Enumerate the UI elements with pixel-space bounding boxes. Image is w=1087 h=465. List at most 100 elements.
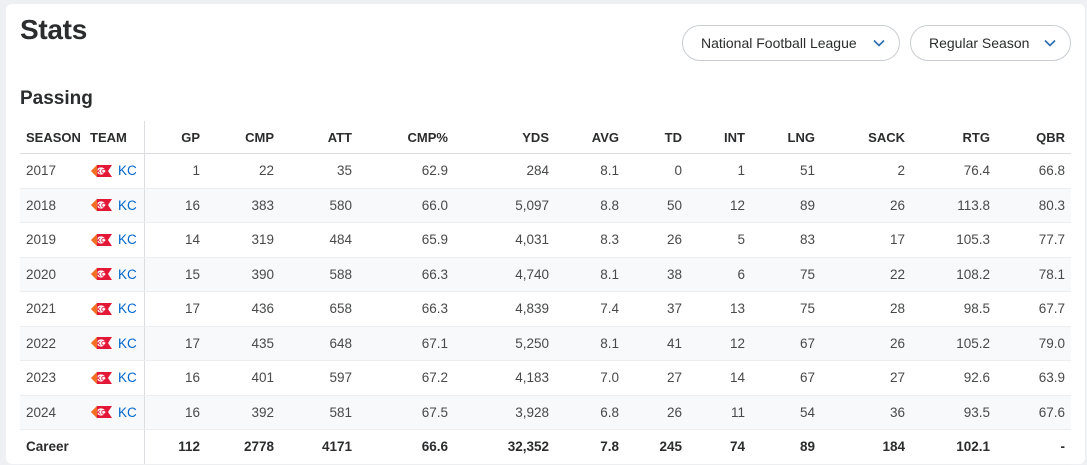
cell-career-rtg: 102.1 xyxy=(911,429,996,465)
col-header-gp[interactable]: GP xyxy=(144,121,206,154)
cell-sack: 28 xyxy=(821,291,911,327)
table-row: 2023 KC KC 16 401 597 67.2 4,183 7.0 27 14 67 27 92.6… xyxy=(20,360,1071,396)
cell-cmp-pct: 65.9 xyxy=(358,222,454,258)
cell-team: KC KC xyxy=(84,291,145,327)
svg-text:KC: KC xyxy=(96,203,106,210)
col-header-cmp-pct[interactable]: CMP% xyxy=(358,121,454,154)
cell-att: 658 xyxy=(280,291,358,327)
cell-sack: 17 xyxy=(821,222,911,258)
team-link[interactable]: KC xyxy=(118,335,137,351)
season-type-dropdown[interactable]: Regular Season xyxy=(910,25,1071,61)
cell-lng: 89 xyxy=(751,188,821,223)
team-link[interactable]: KC xyxy=(118,301,137,317)
chiefs-arrowhead-logo-icon: KC xyxy=(91,337,112,350)
cell-team: KC KC xyxy=(84,360,145,396)
col-header-yds[interactable]: YDS xyxy=(454,121,555,154)
passing-stats-table: SEASON TEAM GP CMP ATT CMP% YDS AVG TD I… xyxy=(20,121,1071,465)
cell-qbr: 63.9 xyxy=(996,360,1071,396)
cell-gp: 17 xyxy=(144,291,206,327)
cell-int: 14 xyxy=(688,360,751,396)
cell-season: 2024 xyxy=(20,395,84,430)
cell-career-qbr: - xyxy=(996,429,1071,465)
col-header-cmp[interactable]: CMP xyxy=(206,121,280,154)
cell-td: 27 xyxy=(625,360,688,396)
cell-cmp: 401 xyxy=(206,360,280,396)
chiefs-arrowhead-logo-icon: KC xyxy=(91,371,112,384)
cell-int: 13 xyxy=(688,291,751,327)
cell-cmp-pct: 66.0 xyxy=(358,188,454,223)
cell-qbr: 80.3 xyxy=(996,188,1071,223)
cell-team: KC KC xyxy=(84,222,145,258)
svg-text:KC: KC xyxy=(96,237,106,244)
svg-text:KC: KC xyxy=(96,168,106,175)
cell-avg: 7.0 xyxy=(555,360,625,396)
col-header-lng[interactable]: LNG xyxy=(751,121,821,154)
cell-qbr: 77.7 xyxy=(996,222,1071,258)
cell-cmp: 390 xyxy=(206,257,280,292)
cell-yds: 4,740 xyxy=(454,257,555,292)
table-row: 2018 KC KC 16 383 580 66.0 5,097 8.8 50 12 89 26 113.… xyxy=(20,188,1071,223)
team-link[interactable]: KC xyxy=(118,266,137,282)
cell-season: 2017 xyxy=(20,153,84,189)
cell-yds: 5,250 xyxy=(454,326,555,361)
cell-rtg: 105.2 xyxy=(911,326,996,361)
cell-att: 581 xyxy=(280,395,358,430)
cell-career-lng: 89 xyxy=(751,429,821,465)
cell-cmp: 435 xyxy=(206,326,280,361)
cell-yds: 3,928 xyxy=(454,395,555,430)
chiefs-arrowhead-logo-icon: KC xyxy=(91,406,112,419)
cell-avg: 8.8 xyxy=(555,188,625,223)
cell-career-cmp-pct: 66.6 xyxy=(358,429,454,465)
cell-avg: 8.1 xyxy=(555,257,625,292)
col-header-qbr[interactable]: QBR xyxy=(996,121,1071,154)
cell-avg: 8.1 xyxy=(555,153,625,189)
cell-season: 2019 xyxy=(20,222,84,258)
team-link[interactable]: KC xyxy=(118,370,137,386)
svg-text:KC: KC xyxy=(96,341,106,348)
cell-yds: 4,031 xyxy=(454,222,555,258)
cell-gp: 15 xyxy=(144,257,206,292)
cell-att: 484 xyxy=(280,222,358,258)
chiefs-arrowhead-logo-icon: KC xyxy=(91,302,112,315)
cell-career-att: 4171 xyxy=(280,429,358,465)
cell-cmp: 383 xyxy=(206,188,280,223)
col-header-team[interactable]: TEAM xyxy=(84,121,145,154)
cell-cmp-pct: 67.1 xyxy=(358,326,454,361)
cell-qbr: 67.6 xyxy=(996,395,1071,430)
cell-lng: 67 xyxy=(751,360,821,396)
cell-td: 38 xyxy=(625,257,688,292)
cell-qbr: 66.8 xyxy=(996,153,1071,189)
cell-td: 0 xyxy=(625,153,688,189)
cell-yds: 4,183 xyxy=(454,360,555,396)
cell-rtg: 113.8 xyxy=(911,188,996,223)
col-header-att[interactable]: ATT xyxy=(280,121,358,154)
cell-season: 2023 xyxy=(20,360,84,396)
cell-gp: 1 xyxy=(144,153,206,189)
team-link[interactable]: KC xyxy=(118,404,137,420)
cell-lng: 83 xyxy=(751,222,821,258)
chiefs-arrowhead-logo-icon: KC xyxy=(91,164,112,177)
stats-card: Stats National Football League Regular S… xyxy=(6,4,1085,465)
col-header-rtg[interactable]: RTG xyxy=(911,121,996,154)
cell-cmp: 436 xyxy=(206,291,280,327)
league-dropdown[interactable]: National Football League xyxy=(682,25,900,61)
col-header-sack[interactable]: SACK xyxy=(821,121,911,154)
cell-gp: 16 xyxy=(144,188,206,223)
col-header-td[interactable]: TD xyxy=(625,121,688,154)
col-header-int[interactable]: INT xyxy=(688,121,751,154)
cell-sack: 2 xyxy=(821,153,911,189)
team-link[interactable]: KC xyxy=(118,197,137,213)
cell-rtg: 105.3 xyxy=(911,222,996,258)
cell-cmp-pct: 62.9 xyxy=(358,153,454,189)
cell-gp: 17 xyxy=(144,326,206,361)
col-header-avg[interactable]: AVG xyxy=(555,121,625,154)
team-link[interactable]: KC xyxy=(118,232,137,248)
cell-rtg: 93.5 xyxy=(911,395,996,430)
page-title: Stats xyxy=(20,14,87,45)
chiefs-arrowhead-logo-icon: KC xyxy=(91,268,112,281)
col-header-season[interactable]: SEASON xyxy=(20,121,84,154)
cell-avg: 7.4 xyxy=(555,291,625,327)
cell-career-gp: 112 xyxy=(144,429,206,465)
team-link[interactable]: KC xyxy=(118,163,137,179)
cell-int: 1 xyxy=(688,153,751,189)
